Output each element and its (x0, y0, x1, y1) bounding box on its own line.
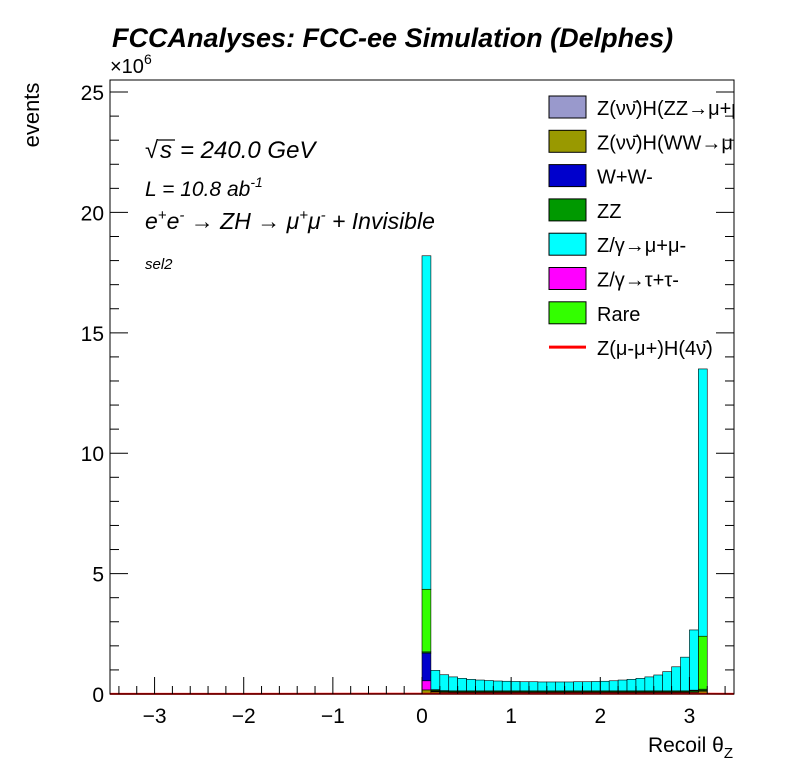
bar-6-bin-2 (439, 674, 450, 691)
y-tick-label-1: 5 (92, 564, 104, 587)
bar-6-bin-26 (653, 674, 663, 692)
bar-6-bin-18 (582, 681, 592, 692)
y-tick-label-0: 0 (92, 684, 104, 707)
x-tick-label-1: −2 (232, 705, 256, 728)
annotation-lumi: L = 10.8 ab-1 (145, 174, 263, 201)
bar-6-bin-19 (591, 681, 601, 692)
legend-swatch-4 (548, 232, 587, 256)
legend-label-4: Z/γ→μ+μ- (597, 235, 686, 257)
x-tick-label-0: −3 (143, 705, 167, 728)
x-tick-label-5: 2 (594, 705, 606, 728)
legend: Z(νν̄)H(ZZ→μ+μ-ν+ν-) Z(νν̄)H(WW→μ+νμ-ν) W+… (548, 95, 794, 360)
annotation-energy: √ s = 240.0 GeV (145, 137, 317, 164)
annotation-selection: sel2 (145, 256, 173, 273)
y-tick-label-5: 25 (81, 82, 104, 105)
legend-label-2: W+W- (597, 167, 653, 189)
bar-6-bin-22 (617, 679, 628, 692)
bar-6-bin-12 (528, 681, 539, 692)
bar-2-bin-0 (421, 680, 432, 691)
x-axis-label: Recoil θZ (648, 734, 733, 762)
bar-6-bin-24 (635, 678, 646, 692)
bar-6-bin-20 (599, 680, 610, 692)
bar-6-bin-25 (644, 676, 655, 692)
bar-6-bin-10 (510, 681, 521, 692)
bar-6-bin-14 (546, 681, 557, 692)
histogram-bars (421, 255, 708, 695)
legend-swatch-6 (548, 301, 587, 325)
legend-swatch-2 (548, 164, 587, 188)
legend-swatch-5 (548, 267, 587, 290)
bar-5-bin-0 (421, 588, 432, 653)
bar-6-bin-3 (448, 676, 458, 692)
legend-label-5: Z/γ→τ+τ- (597, 270, 679, 292)
bar-5-bin-31 (698, 635, 708, 690)
bar-6-bin-28 (671, 666, 681, 692)
bar-6-bin-15 (555, 681, 565, 692)
bar-6-bin-9 (501, 680, 512, 692)
legend-label-3: ZZ (597, 201, 621, 223)
bar-3-bin-0 (421, 652, 432, 682)
bar-6-bin-13 (537, 681, 548, 692)
x-tick-label-3: 0 (416, 705, 428, 728)
annotation-process: e+e- → ZH → μ+μ- + Invisible (145, 207, 435, 234)
y-tick-label-3: 15 (81, 323, 104, 346)
bar-6-bin-1 (430, 670, 441, 690)
legend-label-1: Z(νν̄)H(WW→μ+νμ-ν) (597, 132, 789, 154)
bar-6-bin-31 (698, 368, 708, 637)
y-tick-label-4: 20 (81, 202, 104, 225)
energy-s: s (160, 137, 172, 164)
x-tick-label-2: −1 (321, 705, 345, 728)
bar-6-bin-6 (475, 679, 485, 692)
bar-6-bin-7 (484, 680, 494, 692)
bar-6-bin-29 (680, 656, 690, 692)
y-axis: 0 5 10 15 20 25 (81, 82, 734, 707)
y-axis-label: events (19, 83, 44, 148)
legend-label-6: Rare (597, 304, 640, 326)
chart-title: FCCAnalyses: FCC-ee Simulation (Delphes) (112, 23, 673, 53)
y-tick-label-2: 10 (81, 443, 104, 466)
bar-6-bin-4 (457, 678, 467, 692)
bar-6-bin-0 (421, 255, 432, 590)
bar-6-bin-23 (626, 679, 637, 692)
bar-6-bin-27 (662, 671, 672, 692)
bar-6-bin-21 (608, 680, 619, 692)
bar-6-bin-5 (466, 679, 476, 692)
x-tick-label-6: 3 (684, 705, 696, 728)
bar-6-bin-30 (689, 629, 699, 691)
bar-6-bin-17 (573, 681, 583, 692)
bar-6-bin-16 (564, 681, 574, 692)
bar-6-bin-8 (493, 680, 503, 692)
x-axis: −3 −2 −1 0 1 2 3 (118, 677, 726, 728)
legend-swatch-1 (548, 129, 587, 153)
legend-label-0: Z(νν̄)H(ZZ→μ+μ-ν+ν-) (597, 98, 794, 120)
energy-sqrt-symbol: √ (145, 137, 159, 164)
legend-swatch-0 (548, 95, 587, 119)
bar-6-bin-11 (519, 681, 530, 692)
x-tick-label-4: 1 (505, 705, 517, 728)
energy-value: = 240.0 GeV (180, 137, 317, 164)
legend-swatch-3 (548, 198, 587, 222)
legend-label-7: Z(μ-μ+)H(4ν̄) (597, 338, 713, 360)
y-multiplier-label: ×106 (110, 51, 152, 78)
